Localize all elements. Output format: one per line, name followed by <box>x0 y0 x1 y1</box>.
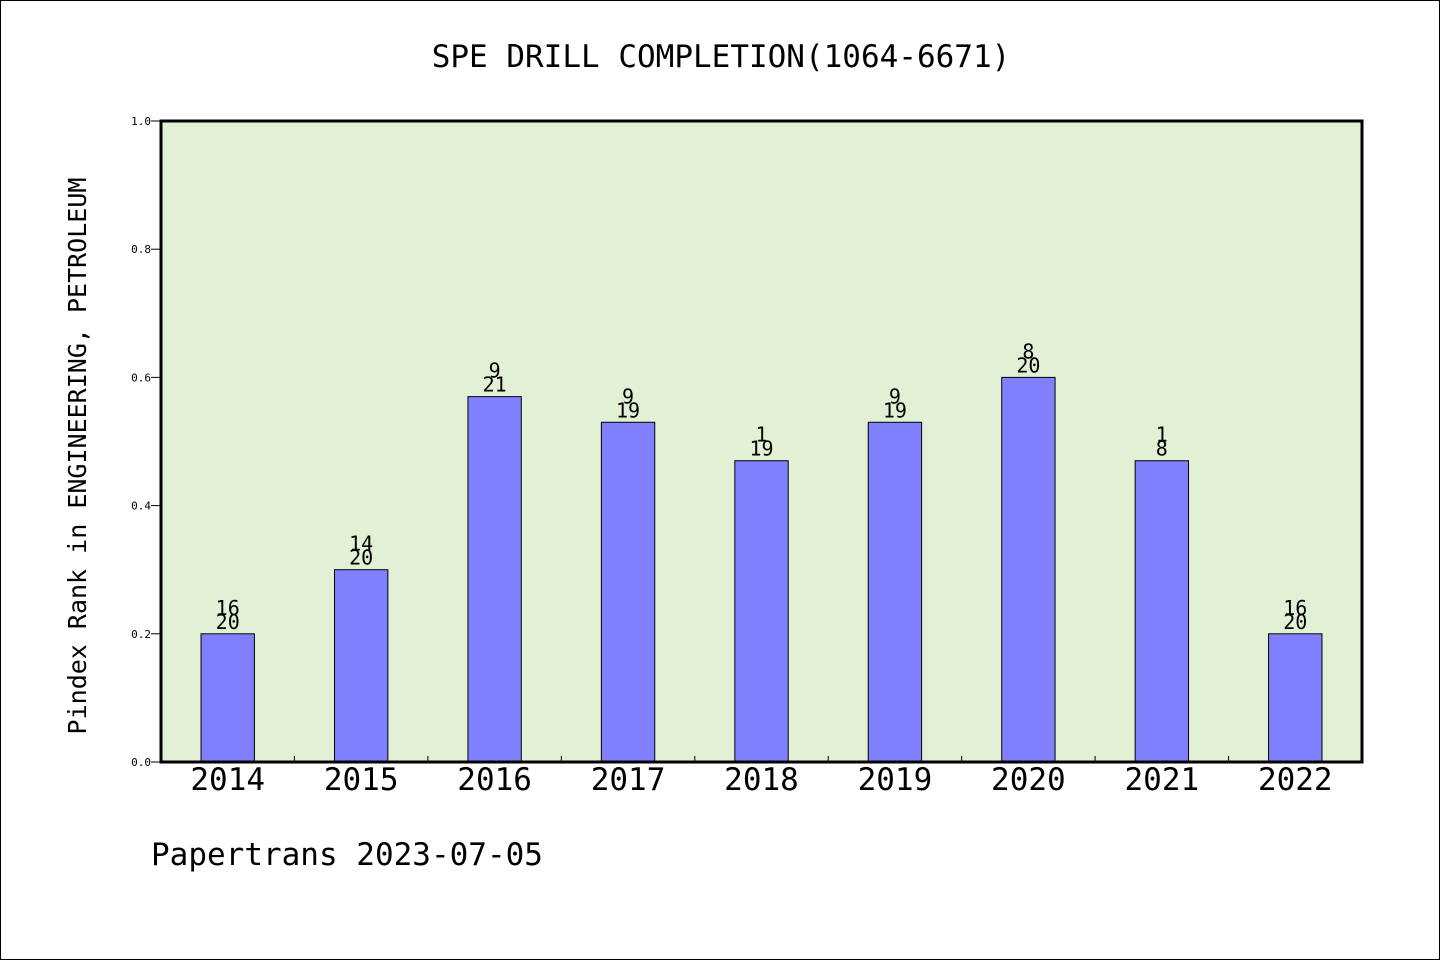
bar-rank-label: 8 <box>1022 339 1034 363</box>
bar-count-label: 21 <box>483 373 507 397</box>
bar-count-label: 20 <box>216 610 240 634</box>
x-tick-label: 2019 <box>858 762 933 798</box>
bar-2016 <box>467 396 522 763</box>
bar-count-label: 20 <box>349 546 373 570</box>
y-tick-label: 0.4 <box>131 500 151 513</box>
bar-2020 <box>1001 376 1056 763</box>
x-tick-label: 2018 <box>724 762 799 798</box>
bar-2021 <box>1134 460 1190 763</box>
bar-rank-label: 9 <box>489 359 501 383</box>
bar-rank-label: 9 <box>889 384 901 408</box>
y-tick-label: 1.0 <box>131 115 151 128</box>
y-tick-label: 0.8 <box>131 243 151 256</box>
bar-2018 <box>734 460 789 763</box>
x-tick-label: 2016 <box>457 762 532 798</box>
bars <box>200 376 1323 763</box>
bar-count-label: 20 <box>1016 353 1040 377</box>
bar-2015 <box>333 569 389 763</box>
plot-border <box>159 119 1364 764</box>
bar-rank-label: 16 <box>1283 596 1307 620</box>
bar-rank-label: 9 <box>622 384 634 408</box>
y-axis-label: Pindex Rank in ENGINEERING, PETROLEUM <box>63 178 92 735</box>
x-tick-label: 2017 <box>591 762 666 798</box>
bar-2017 <box>600 421 656 763</box>
bar-rank-label: 16 <box>216 596 240 620</box>
y-axis: 0.0 0.2 0.4 0.6 0.8 1.0 <box>131 115 161 769</box>
bar-rank-label: 14 <box>349 532 373 556</box>
bar-rank-label: 1 <box>755 423 767 447</box>
bar-2014 <box>200 633 255 763</box>
chart-title: SPE DRILL COMPLETION(1064-6671) <box>432 39 1011 75</box>
x-tick-label: 2015 <box>324 762 399 798</box>
bar-2022 <box>1268 633 1323 763</box>
bar-2019 <box>867 421 923 763</box>
bar-count-label: 19 <box>883 398 907 422</box>
bar-count-label: 8 <box>1156 437 1168 461</box>
footer-text: Papertrans 2023-07-05 <box>151 837 543 873</box>
y-tick-label: 0.6 <box>131 371 151 384</box>
x-axis: 2014 2015 2016 2017 2018 2019 2020 2021 2022 <box>190 756 1333 798</box>
y-tick-label: 0.0 <box>131 756 151 769</box>
x-tick-label: 2014 <box>190 762 265 798</box>
bar-rank-label: 1 <box>1156 423 1168 447</box>
bar-count-label: 19 <box>749 437 773 461</box>
y-tick-label: 0.2 <box>131 628 151 641</box>
x-tick-label: 2021 <box>1125 762 1200 798</box>
x-tick-label: 2020 <box>991 762 1066 798</box>
bar-count-label: 20 <box>1283 610 1307 634</box>
bar-count-label: 19 <box>616 398 640 422</box>
x-tick-label: 2022 <box>1258 762 1333 798</box>
